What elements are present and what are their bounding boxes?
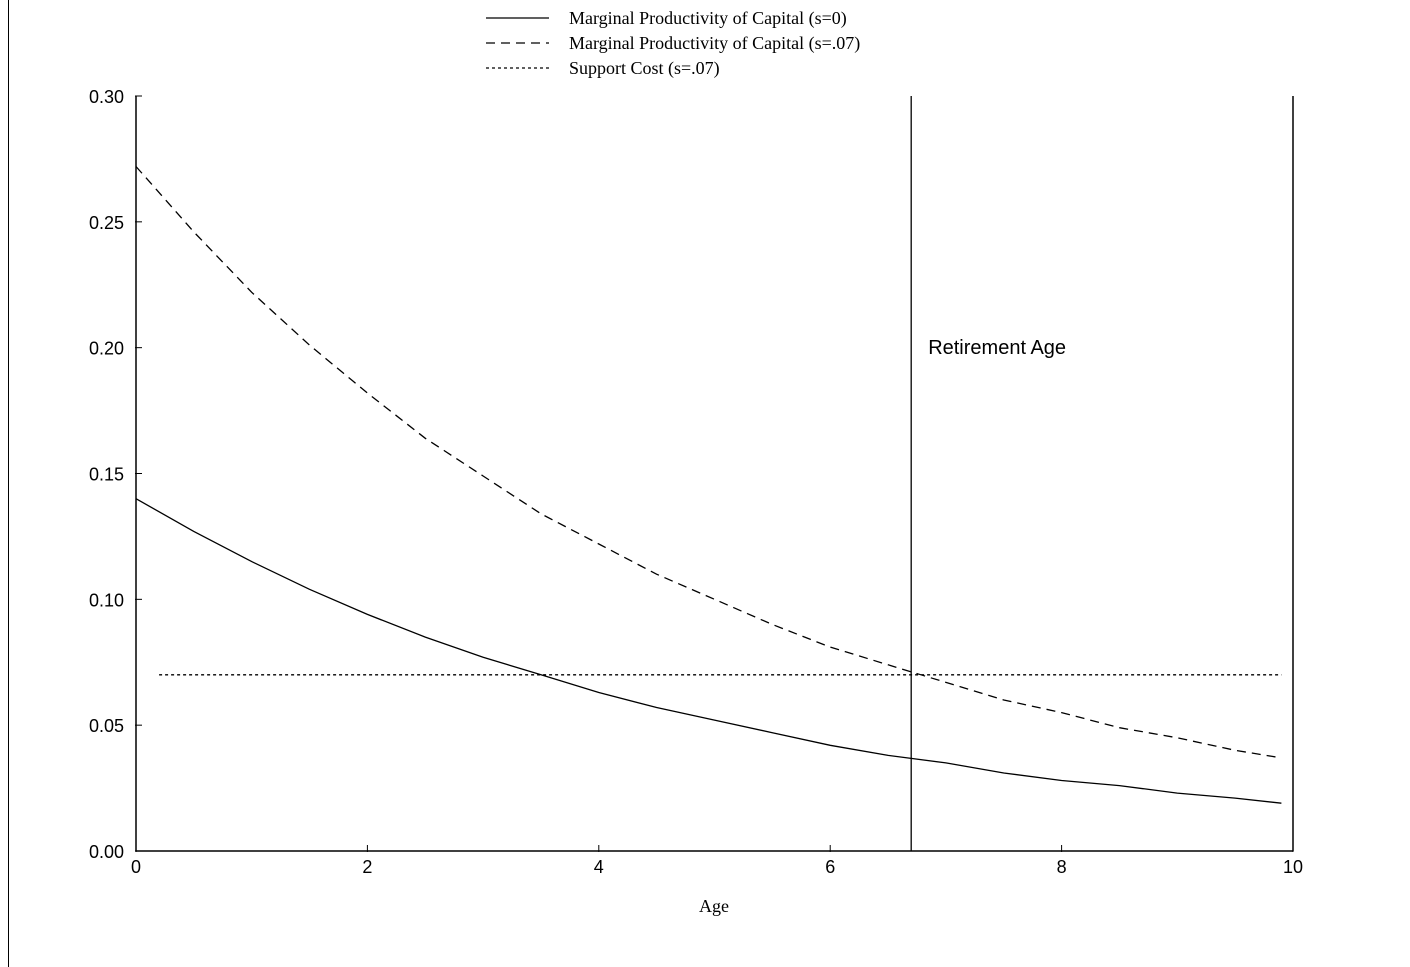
x-tick-label: 4 bbox=[594, 857, 604, 877]
series-layer bbox=[135, 166, 1282, 804]
y-tick-label: 0.25 bbox=[89, 213, 124, 233]
legend-label-0: Marginal Productivity of Capital (s=0) bbox=[569, 8, 847, 29]
y-tick-label: 0.20 bbox=[89, 339, 124, 359]
y-tick-label: 0.05 bbox=[89, 716, 124, 736]
y-tick-label: 0.00 bbox=[89, 842, 124, 862]
y-tick-label: 0.15 bbox=[89, 465, 124, 485]
x-tick-label: 2 bbox=[362, 857, 372, 877]
retirement-age-label: Retirement Age bbox=[928, 337, 1066, 359]
series-line-1 bbox=[135, 166, 1282, 759]
x-tick-label: 6 bbox=[825, 857, 835, 877]
x-axis-label: Age bbox=[699, 896, 729, 916]
x-tick-label: 8 bbox=[1057, 857, 1067, 877]
y-tick-label: 0.10 bbox=[89, 590, 124, 610]
legend: Marginal Productivity of Capital (s=0) Ma… bbox=[486, 8, 860, 79]
y-tick-label: 0.30 bbox=[89, 87, 124, 107]
axes: 0.00 0.05 0.10 0.15 0.20 0.25 0.30 0 2 4 6 8 10 bbox=[89, 87, 1303, 877]
x-tick-label: 0 bbox=[131, 857, 141, 877]
legend-label-1: Marginal Productivity of Capital (s=.07) bbox=[569, 33, 860, 54]
x-tick-label: 10 bbox=[1283, 857, 1303, 877]
series-line-0 bbox=[135, 498, 1282, 804]
legend-label-2: Support Cost (s=.07) bbox=[569, 58, 720, 79]
annotations: Retirement Age bbox=[910, 96, 1066, 851]
